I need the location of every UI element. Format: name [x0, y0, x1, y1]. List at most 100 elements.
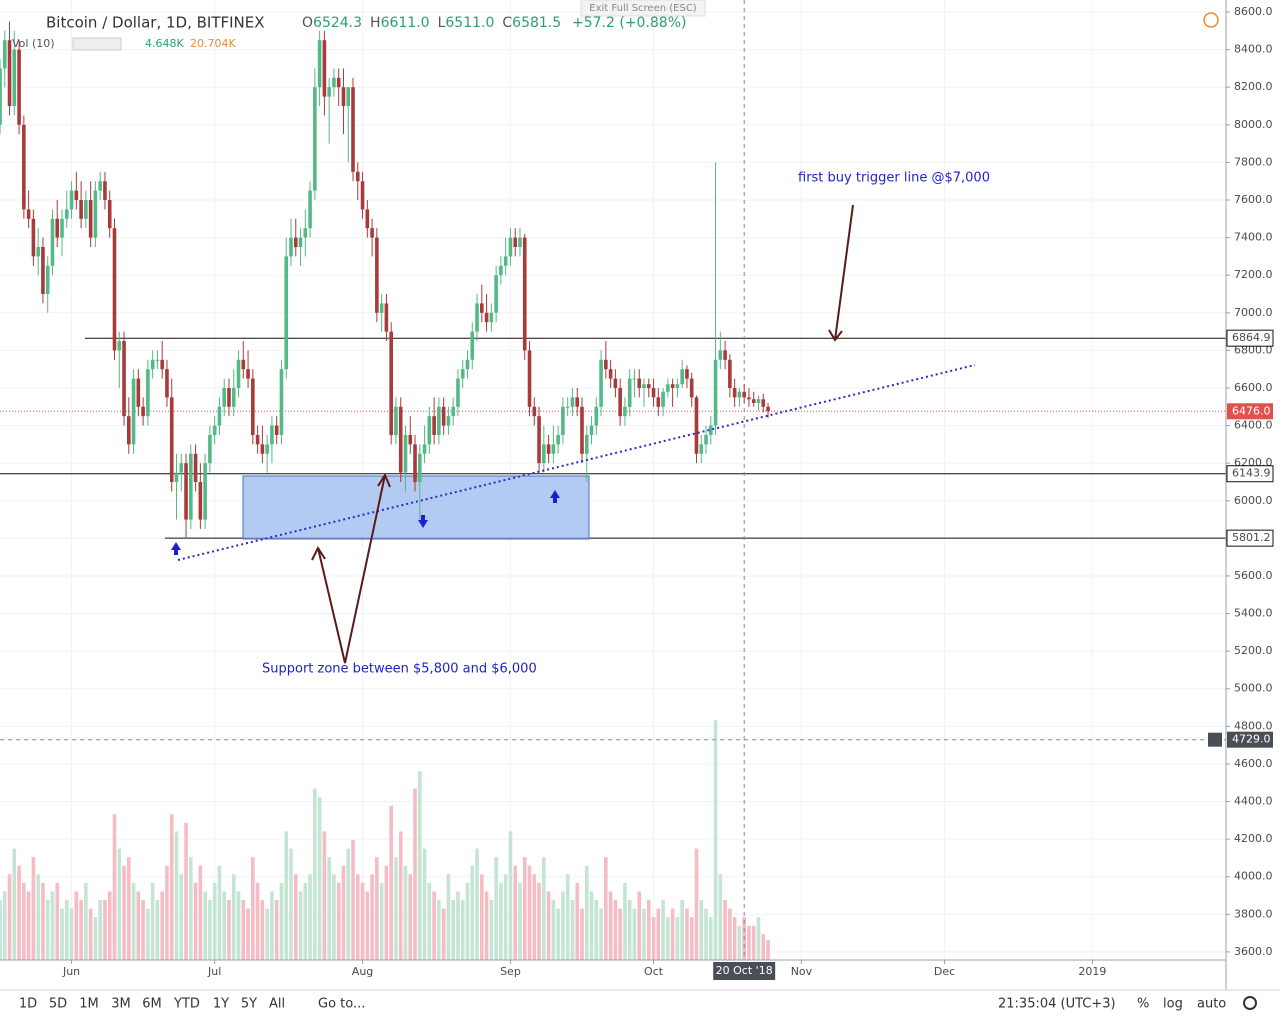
- volume-bar: [12, 848, 17, 960]
- candle-body: [45, 265, 50, 294]
- alert-icon[interactable]: [1203, 12, 1219, 28]
- candle-body: [117, 340, 122, 351]
- y-tick-label: 3600.0: [1234, 945, 1273, 958]
- log-toggle[interactable]: log: [1163, 997, 1183, 1012]
- price-badge: [1226, 529, 1274, 547]
- volume-bar: [60, 908, 64, 960]
- candle-body: [742, 391, 746, 398]
- candle-body: [608, 369, 613, 379]
- volume-bar: [594, 900, 599, 960]
- y-tick-label: 5600.0: [1234, 569, 1273, 582]
- volume-bar: [565, 874, 570, 960]
- range-button[interactable]: 6M: [142, 997, 162, 1012]
- volume-bar: [718, 874, 723, 960]
- auto-toggle[interactable]: auto: [1197, 997, 1226, 1012]
- volume-bar: [599, 908, 603, 960]
- volume-bar: [251, 857, 255, 960]
- candle-body: [613, 378, 618, 388]
- volume-bar: [623, 882, 627, 960]
- range-button[interactable]: 5Y: [241, 997, 257, 1012]
- percent-toggle[interactable]: %: [1137, 997, 1149, 1012]
- y-tick-label: 7000.0: [1234, 306, 1273, 319]
- volume-bar: [208, 900, 212, 960]
- crosshair-x-badge: [713, 962, 776, 980]
- goto-button[interactable]: Go to...: [318, 997, 365, 1012]
- range-button[interactable]: 3M: [111, 997, 131, 1012]
- y-tick-label: 8200.0: [1234, 80, 1273, 93]
- x-tick-label: Jun: [62, 965, 80, 978]
- candle-body: [713, 359, 718, 426]
- volume-bar: [103, 900, 107, 960]
- volume-bar: [212, 882, 217, 960]
- range-button[interactable]: All: [269, 997, 285, 1012]
- volume-bar: [274, 900, 279, 960]
- volume-bar: [465, 882, 470, 960]
- candle-body: [322, 40, 327, 97]
- volume-bar: [389, 805, 393, 960]
- candle-body: [317, 40, 322, 88]
- candle-body: [732, 387, 737, 398]
- candle-body: [475, 303, 479, 332]
- range-button[interactable]: 1D: [19, 997, 37, 1012]
- candle-body: [623, 406, 627, 417]
- candle-body: [208, 434, 212, 464]
- candle-body: [422, 444, 427, 454]
- volume-bar: [2, 891, 7, 960]
- candle-body: [88, 200, 93, 238]
- candle-body: [499, 265, 503, 276]
- candle-body: [0, 68, 2, 125]
- volume-bar: [413, 788, 417, 960]
- exit-fullscreen-label[interactable]: Exit Full Screen (ESC): [589, 3, 697, 14]
- candle-body: [93, 190, 98, 238]
- range-button[interactable]: 5D: [49, 997, 67, 1012]
- candle-body: [389, 331, 393, 435]
- volume-bar: [751, 925, 756, 960]
- candle-body: [84, 200, 88, 219]
- volume-bar: [379, 882, 384, 960]
- blue-arrows: [171, 490, 560, 555]
- range-button[interactable]: YTD: [173, 997, 200, 1012]
- price-change: +57.2 (+0.88%): [572, 15, 686, 31]
- candle-body: [355, 171, 360, 182]
- volume-bar: [303, 882, 308, 960]
- candle-body: [384, 303, 389, 332]
- y-tick-label: 5400.0: [1234, 607, 1273, 620]
- volume-bar: [508, 831, 513, 960]
- volume-bar: [556, 908, 560, 960]
- y-tick-label: 3800.0: [1234, 907, 1273, 920]
- settings-icon[interactable]: [1243, 996, 1257, 1010]
- volume-bar: [489, 900, 494, 960]
- range-button[interactable]: 1M: [79, 997, 99, 1012]
- volume-bar: [632, 908, 637, 960]
- volume-bar: [122, 865, 126, 960]
- candle-body: [766, 406, 770, 412]
- volume-bar: [74, 891, 79, 960]
- y-tick-label: 5000.0: [1234, 682, 1273, 695]
- volume-bar: [351, 840, 355, 960]
- candle-body: [231, 387, 236, 407]
- exit-fullscreen[interactable]: [580, 0, 706, 17]
- volume-bar: [241, 900, 246, 960]
- candle-body: [375, 237, 379, 313]
- candle-body: [346, 87, 351, 107]
- y-tick-label: 5200.0: [1234, 644, 1273, 657]
- y-tick-label: 6000.0: [1234, 494, 1273, 507]
- candle-body: [398, 406, 403, 473]
- indicator-buttons[interactable]: [72, 37, 122, 51]
- candle-body: [685, 369, 689, 379]
- volume-ma-value: 20.704K: [190, 37, 236, 50]
- candle-body: [12, 49, 17, 107]
- range-button[interactable]: 1Y: [213, 997, 229, 1012]
- price-badge: [1226, 329, 1274, 347]
- volume-bar: [570, 900, 575, 960]
- volume-bar: [708, 917, 713, 960]
- candle-body: [36, 247, 40, 257]
- volume-bar: [747, 925, 751, 960]
- volume-bar: [298, 891, 303, 960]
- volume-bar: [699, 900, 704, 960]
- candle-body: [456, 378, 460, 407]
- candle-body: [55, 218, 60, 238]
- candle-body: [527, 350, 532, 407]
- candle-body: [460, 369, 465, 379]
